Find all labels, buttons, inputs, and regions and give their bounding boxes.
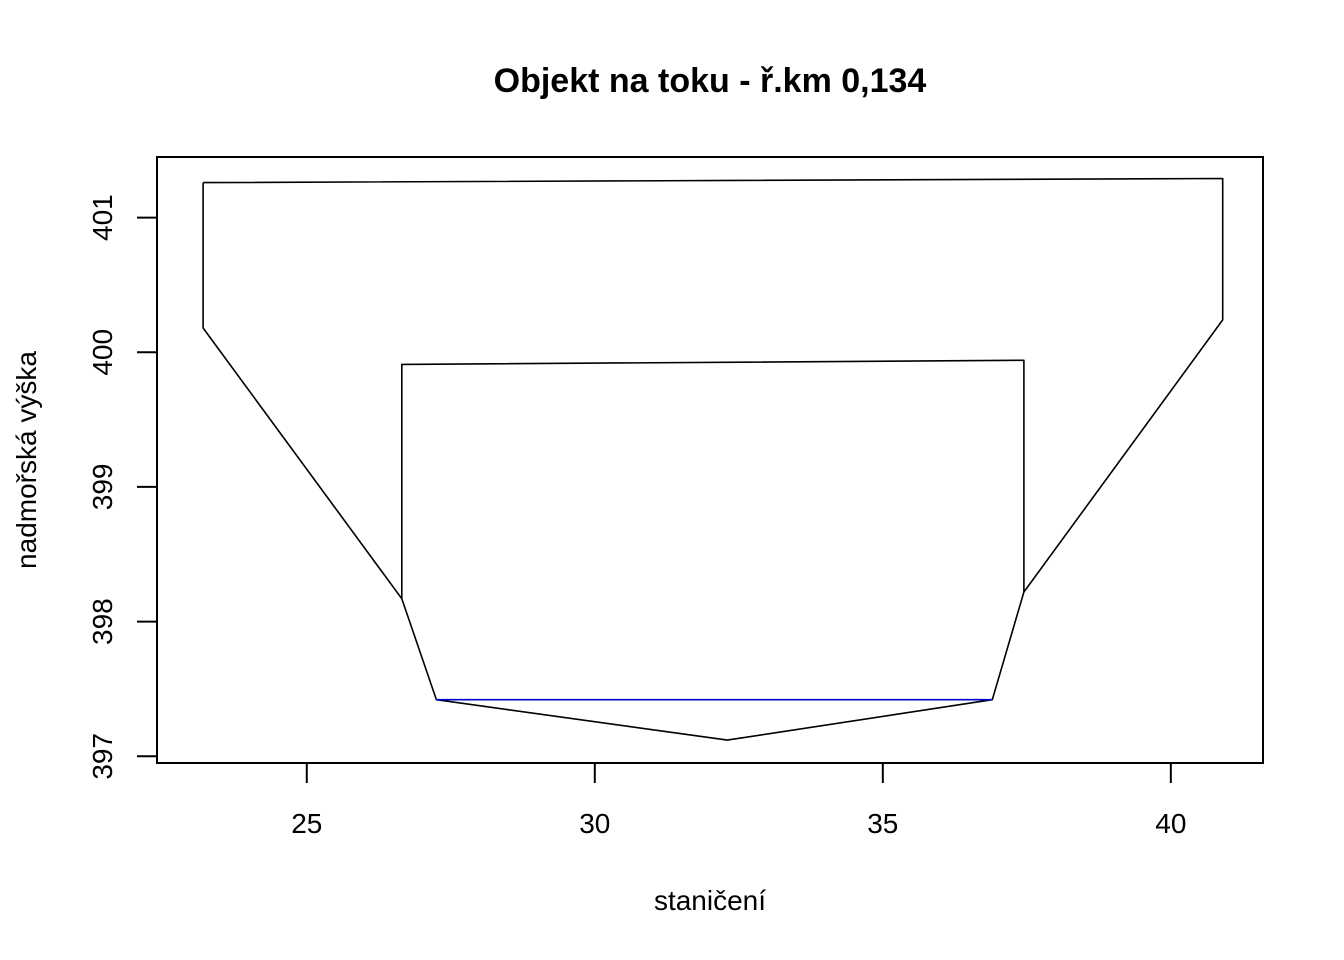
y-axis: 397 398 399 400 401	[87, 194, 158, 780]
x-tick-label: 30	[579, 808, 610, 839]
x-axis-label: staničení	[654, 885, 766, 916]
x-tick-label: 40	[1155, 808, 1186, 839]
chart-title: Objekt na toku - ř.km 0,134	[494, 62, 927, 100]
y-axis-label: nadmořská výška	[11, 351, 42, 569]
y-tick-label: 401	[87, 194, 118, 241]
plot-box	[156, 156, 1264, 764]
x-tick-label: 25	[291, 808, 322, 839]
y-tick-label: 400	[87, 329, 118, 376]
y-tick-label: 399	[87, 464, 118, 511]
x-axis: 25 30 35 40	[291, 762, 1186, 839]
x-tick-label: 35	[867, 808, 898, 839]
series-layer	[202, 177, 1224, 741]
series-line-2	[400, 359, 1025, 599]
series-line-1	[202, 177, 1224, 741]
y-tick-label: 398	[87, 598, 118, 645]
y-tick-label: 397	[87, 733, 118, 780]
